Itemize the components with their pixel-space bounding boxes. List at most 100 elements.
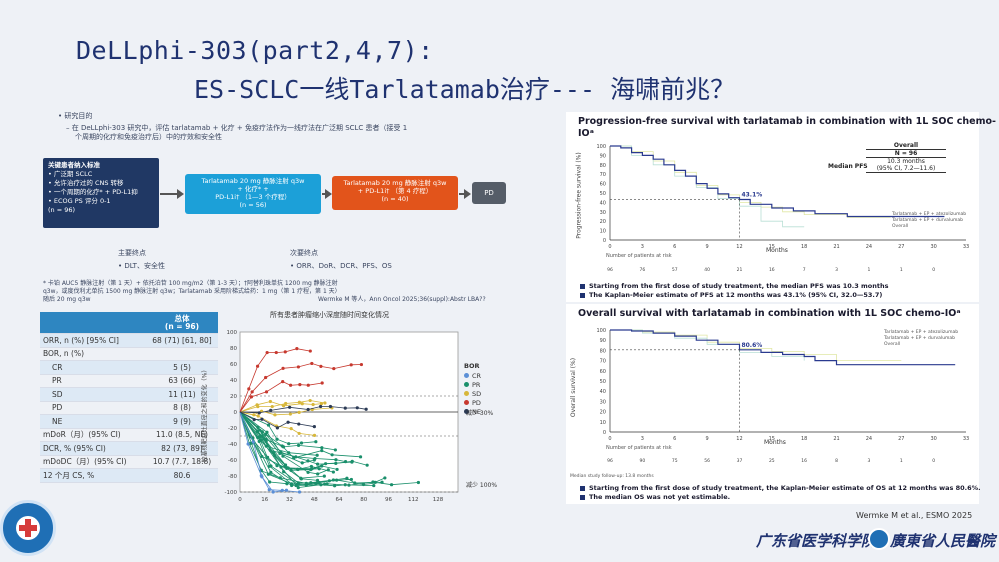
trajectory-point [289,426,293,431]
trajectory-point [345,476,349,480]
x-tick-label: 12 [736,436,742,442]
trajectory-point [294,455,298,459]
trajectory-point [296,443,301,447]
legend-marker-icon [464,400,469,405]
trajectory-point [306,459,310,463]
row-label: ORR, n (%) [95% CI] [40,333,146,348]
trajectory-point [286,420,290,424]
trajectory-point [285,482,289,486]
criteria-line: • 允许治疗过的 CNS 转移 [48,179,124,187]
trajectory-point [297,422,301,426]
patient-trajectory [239,411,315,436]
trajectory-point [333,484,337,488]
trajectory-point [298,383,302,387]
y-tick-label: 0 [603,430,606,436]
km-curve-overall [610,329,956,366]
trajectory-point [383,476,387,480]
x-tick-label: 9 [705,436,708,442]
km-curve-atezolizumab [610,145,891,218]
trajectory-point [287,451,291,455]
at-risk-count: 57 [671,268,678,273]
trajectory-point [259,474,263,478]
table-row: PD 8 (8) [40,401,218,415]
os-at-risk-row: 96 90 75 56 37 25 16 8 3 1 0 [566,459,979,467]
footnote-line: q3w，或度伐利尤单抗 1500 mg 静脉注射 q3w；Tarlatamab … [43,288,341,295]
os-x-label: Months [764,439,786,446]
patient-trajectory [239,348,311,413]
y-tick-label: 0 [234,410,238,416]
trajectory-point [306,383,310,387]
trajectory-point [330,453,334,457]
trajectory-point [256,404,260,409]
row-label: DCR, % (95% CI) [40,441,146,456]
flow-arrowhead [325,189,332,199]
y-tick-label: 20 [600,410,606,416]
slide-title-line-1: DeLLphi-303(part2,4,7): [76,36,434,65]
row-label: PR [40,374,146,388]
trajectory-point [335,467,339,472]
trajectory-point [275,464,279,468]
at-risk-count: 1 [899,268,903,273]
footnote-line: 随后 20 mg q3w [43,296,91,303]
trajectory-point [333,448,337,452]
spider-plot: 所有患者肿瘤缩小深度随时间变化情况 较基线靶病灶直径之和的变化（%） 100 80… [201,310,508,516]
trajectory-point [281,366,285,370]
flow-arrow [459,193,465,195]
trajectory-point [283,463,288,467]
trajectory-point [265,350,269,355]
y-tick-label: 0 [603,238,606,244]
os-panel: Overall survival with tarlatamab in comb… [566,304,981,504]
flow-box-pd: PD [472,182,506,204]
trajectory-point [312,425,316,429]
logo-text-academy: 广东省医学科学院 [756,532,877,550]
trajectory-point [306,470,310,474]
pfs-panel: Progression-free survival with tarlatama… [566,112,996,302]
trajectory-point [334,461,338,465]
pfs-title: Progression-free survival with tarlatama… [578,116,996,127]
x-tick-label: 30 [930,244,936,250]
objective-heading: • 研究目的 [58,112,93,120]
row-label: NE [40,414,146,429]
table-row: DCR, % (95% CI) 82 (73, 89) [40,441,218,456]
slide-title-line-2: ES-SCLC一线Tarlatamab治疗--- 海啸前兆？ [194,75,736,104]
km-curve-durvalumab [610,329,805,361]
median-ci: (95% CI, 7.2—11.6) [866,165,946,173]
y-tick-label: 90 [600,153,606,159]
x-tick-label: 9 [705,244,708,250]
trajectory-point [315,453,319,457]
secondary-endpoint-items: • ORR、DoR、DCR、PFS、OS [290,262,392,270]
trajectory-point [268,480,272,484]
legend-marker-icon [464,382,469,387]
x-tick-label: 21 [833,244,839,250]
y-tick-label: 100 [596,328,606,334]
trajectory-point [365,463,369,467]
trajectory-point [283,350,287,354]
y-tick-label: 30 [600,210,606,216]
criteria-line: • 一个周期的化疗* + PD-L1抑 [48,188,138,196]
table-row: mDoR（月）(95% CI) 11.0 (8.5, NE) [40,428,218,442]
x-tick-label: 128 [433,497,444,503]
row-value: 80.6 [146,468,218,483]
x-tick-label: 112 [408,497,419,503]
efficacy-table-wrap: 总体 (n = 96) ORR, n (%) [95% CI] 68 (71) [… [40,312,218,483]
x-tick-label: 15 [769,436,775,442]
trajectory-point [260,454,264,459]
table-row: SD 11 (11) [40,387,218,402]
logo-text-hospital: 廣東省人民醫院 [890,532,996,550]
row-value: 9 (9) [146,414,218,429]
trajectory-point [279,465,283,469]
x-tick-label: 24 [866,244,872,250]
x-tick-label: 0 [608,436,611,442]
trajectory-point [269,408,273,412]
trajectory-point [308,398,312,403]
trajectory-point [335,478,339,482]
trajectory-point [297,431,301,436]
trajectory-point [313,456,317,461]
table-header-overall: 总体 (n = 96) [146,312,218,334]
legend-title: BOR [464,362,480,370]
row-label: mDoR（月）(95% CI) [40,428,146,442]
trajectory-point [275,437,279,441]
flow-arrowhead [177,189,184,199]
